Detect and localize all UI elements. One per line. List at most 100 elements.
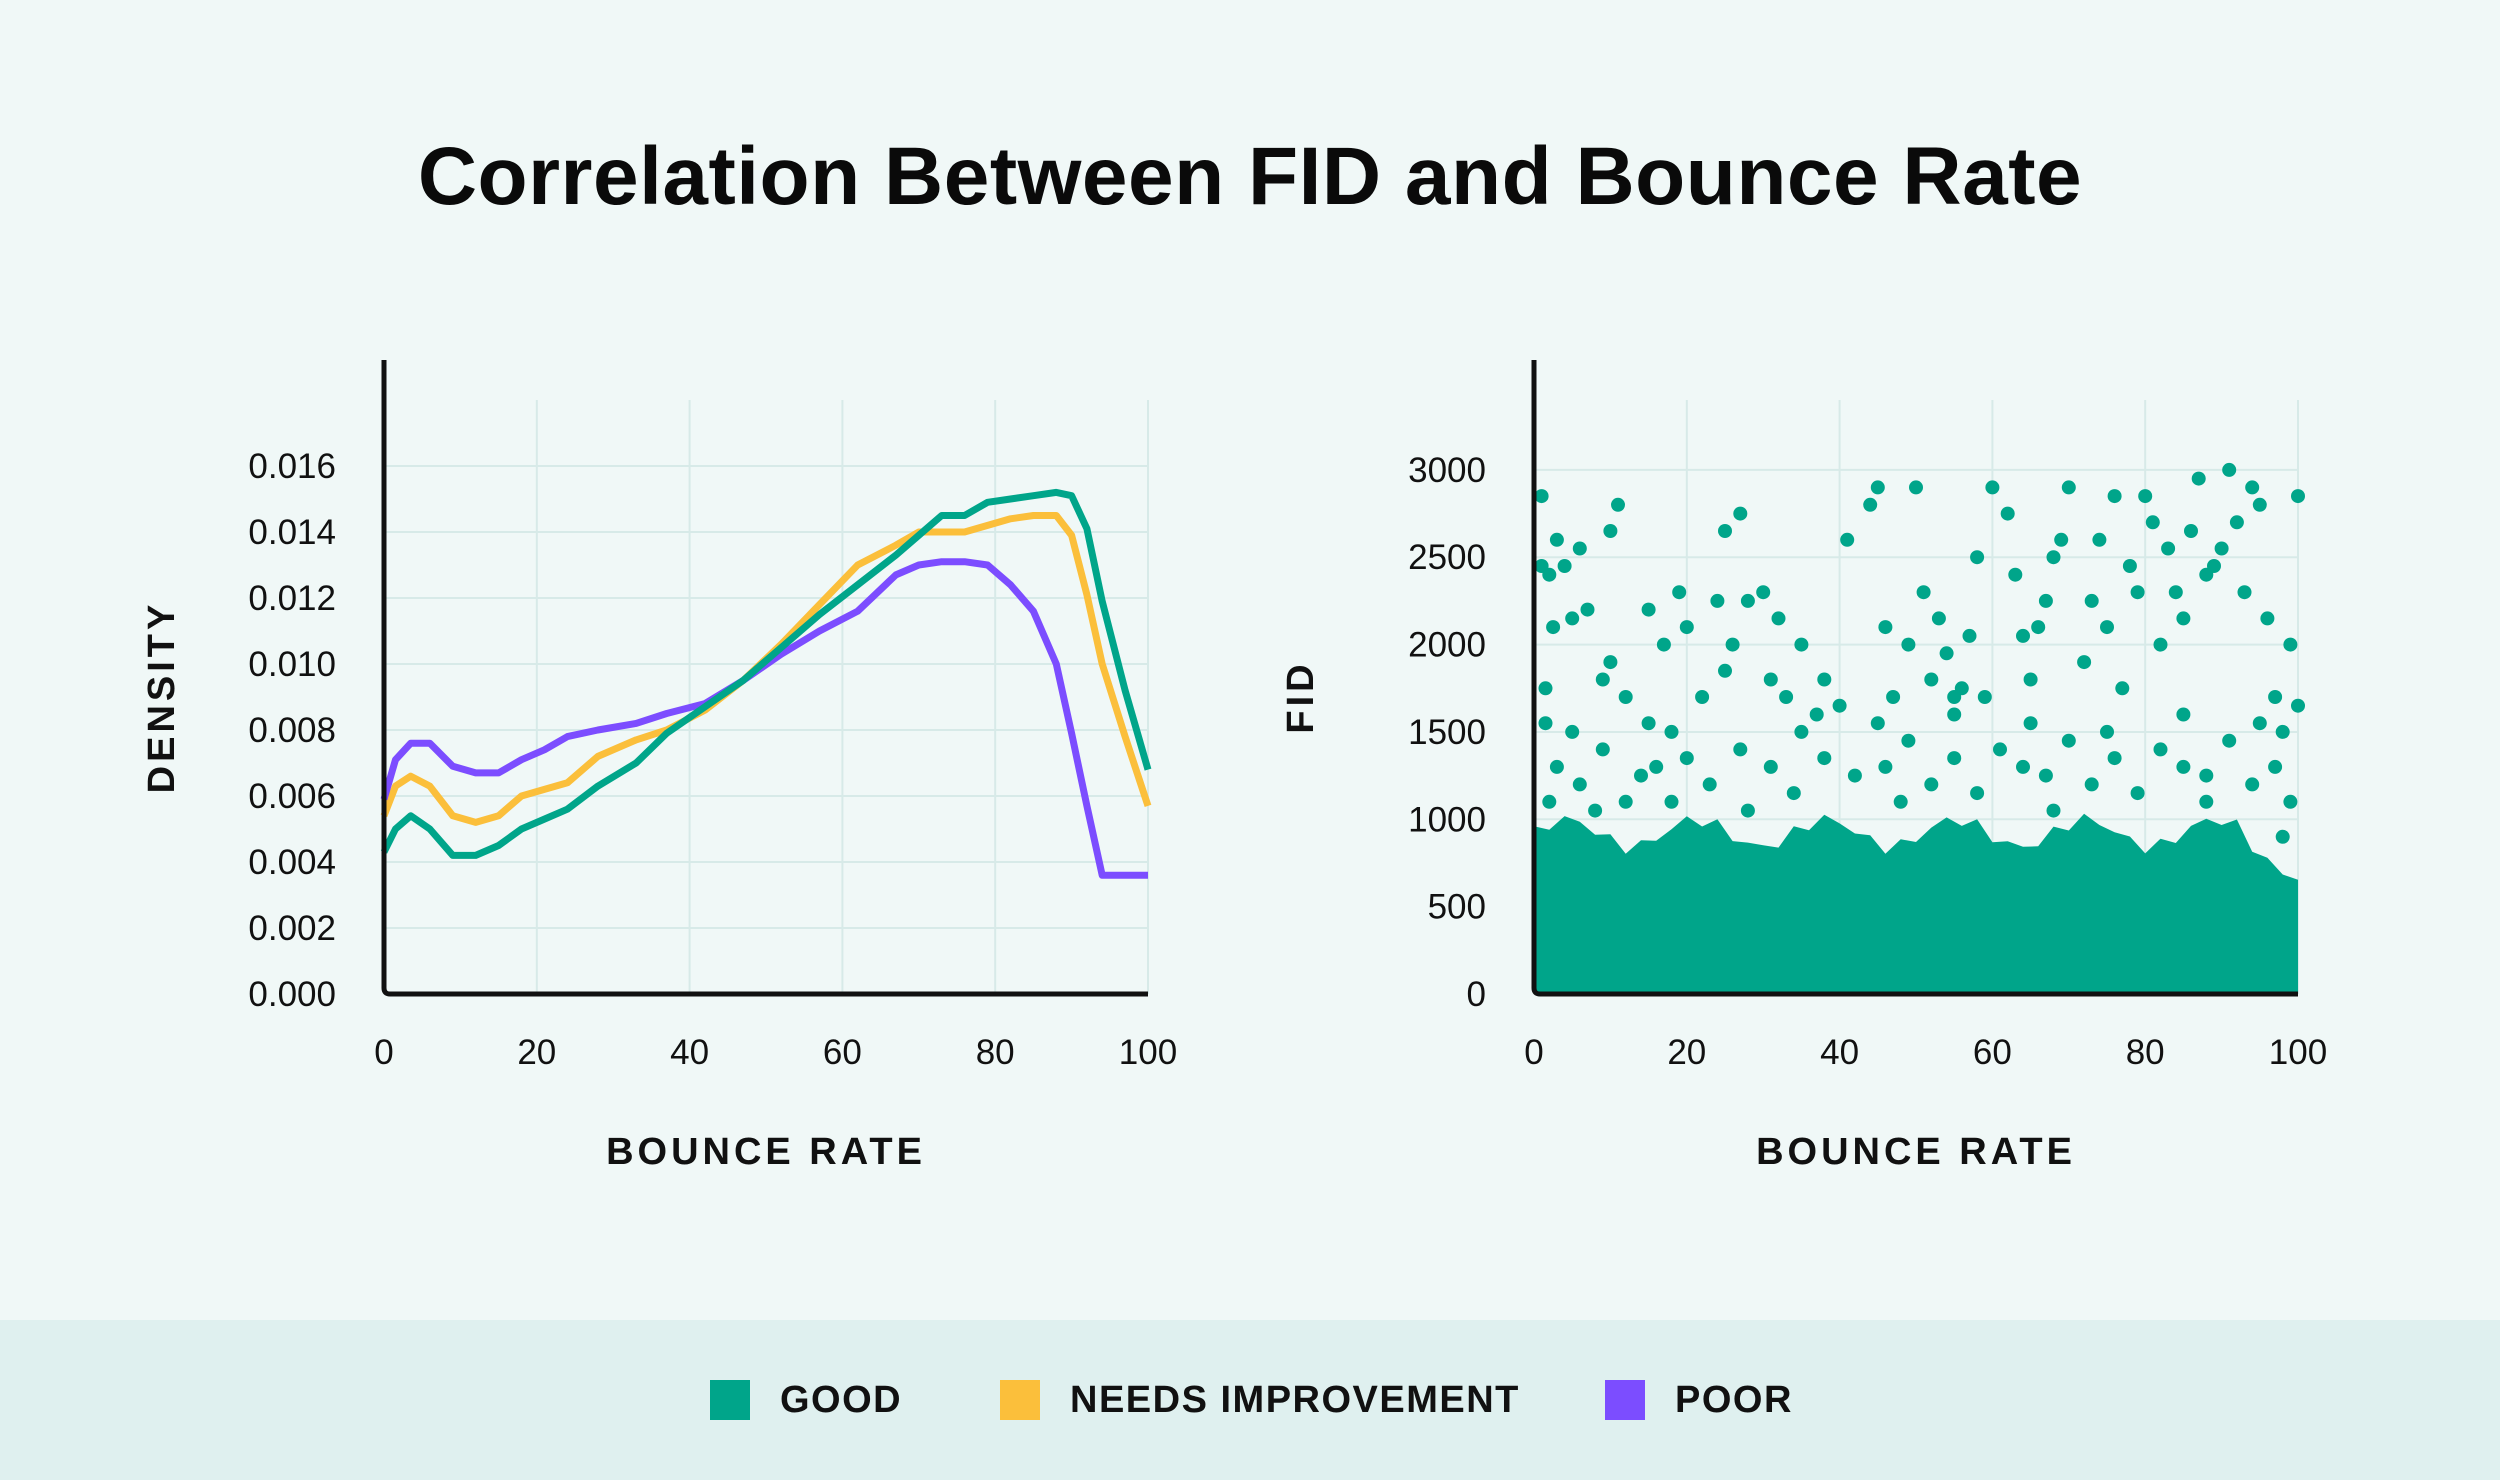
scatter-point [2077,655,2092,670]
scatter-point [1618,794,1633,809]
scatter-point [1572,777,1587,792]
scatter-point [1993,742,2007,757]
scatter-point [2054,532,2069,547]
scatter-point [2023,716,2038,731]
x-tick-label: 0 [374,1033,393,1072]
x-axis-label: BOUNCE RATE [1756,1131,2076,1173]
x-tick-label: 100 [1119,1033,1177,1072]
x-tick-label: 20 [1667,1033,1706,1072]
scatter-point [1695,690,1710,704]
scatter-point [2092,532,2107,547]
scatter-point [1916,585,1931,600]
scatter-point [2168,585,2183,600]
scatter-point [1840,532,1855,547]
scatter-point [1538,716,1553,731]
scatter-point [1756,585,1771,600]
scatter-point [1924,777,1939,792]
scatter-point [1909,480,1923,495]
scatter-point [2145,515,2160,530]
scatter-point [1534,489,1549,504]
scatter-point [2000,506,2015,521]
scatter-point [2153,637,2168,652]
scatter-point [1664,794,1679,809]
scatter-point [2176,759,2191,774]
scatter-point [1664,724,1679,739]
scatter-point [1817,672,1832,687]
scatter-point [1603,524,1618,538]
scatter-point [1656,637,1671,652]
y-tick-label: 1000 [1408,800,1486,839]
scatter-point [2245,480,2260,495]
scatter-point [1572,541,1587,556]
scatter-point [2291,698,2305,713]
scatter-point [1985,480,2000,495]
scatter-point [1970,550,1985,565]
scatter-point [2191,471,2206,486]
scatter-point [1893,794,1908,809]
scatter-point [2291,489,2305,504]
gridlines [383,400,1149,995]
scatter-point [1863,497,1878,512]
scatter-point [1542,567,1557,582]
density-series [380,488,1152,879]
scatter-point [1549,532,1564,547]
scatter-point [1786,786,1801,801]
scatter-points [1534,462,2305,844]
x-tick-label: 60 [1973,1033,2012,1072]
scatter-point [2222,462,2237,477]
scatter-point [1878,759,1893,774]
scatter-point [2046,803,2061,818]
y-tick-label: 500 [1428,888,1486,927]
legend-swatch-needs-improvement [1000,1380,1040,1420]
legend-label-good: GOOD [780,1378,903,1421]
scatter-point [2237,585,2252,600]
scatter-point [2283,637,2298,652]
scatter-point [1733,506,1748,521]
scatter-point [2176,611,2191,626]
scatter-point [1595,742,1610,757]
scatter-point [1580,602,1595,617]
scatter-point [2130,786,2145,801]
y-tick-label: 0.002 [248,909,336,948]
scatter-point [1611,497,1625,512]
scatter-point [1847,768,1862,783]
scatter-point [1718,663,1732,678]
scatter-point [1763,672,1778,687]
scatter-point [2016,759,2030,774]
series-line-good [380,488,1152,859]
scatter-dense-band [1534,813,2298,994]
scatter-point [1794,637,1809,652]
legend-swatch-good [710,1380,750,1420]
scatter-point [2161,541,2176,556]
scatter-point [2084,593,2099,608]
scatter-point [1771,611,1786,626]
scatter-point [2061,733,2076,748]
scatter-point [2016,628,2030,643]
scatter-point [1794,724,1809,739]
scatter-point [1779,690,1794,704]
y-tick-label: 0.006 [248,777,336,816]
y-tick-label: 0.004 [248,843,336,882]
scatter-point [1962,628,1977,643]
scatter-point [2260,611,2275,626]
legend: GOOD NEEDS IMPROVEMENT POOR [0,1320,2500,1480]
scatter-point [1763,759,1778,774]
scatter-point [1947,751,1962,766]
scatter-point [1870,480,1885,495]
scatter-point [2153,742,2168,757]
scatter-point [1725,637,1740,652]
scatter-point [1931,611,1946,626]
x-tick-label: 80 [976,1033,1015,1072]
scatter-point [2207,559,2221,573]
y-tick-labels: 0 500 1000 1500 2000 2500 3000 [1408,451,1486,1014]
scatter-point [2100,620,2114,635]
scatter-point [2038,768,2053,783]
scatter-point [1565,611,1580,626]
x-tick-labels: 0 20 40 60 80 100 [1524,1033,2327,1072]
scatter-point [1672,585,1687,600]
legend-label-needs-improvement: NEEDS IMPROVEMENT [1070,1378,1520,1421]
scatter-point [1641,602,1656,617]
y-tick-label: 3000 [1408,451,1486,490]
scatter-point [1809,707,1824,722]
